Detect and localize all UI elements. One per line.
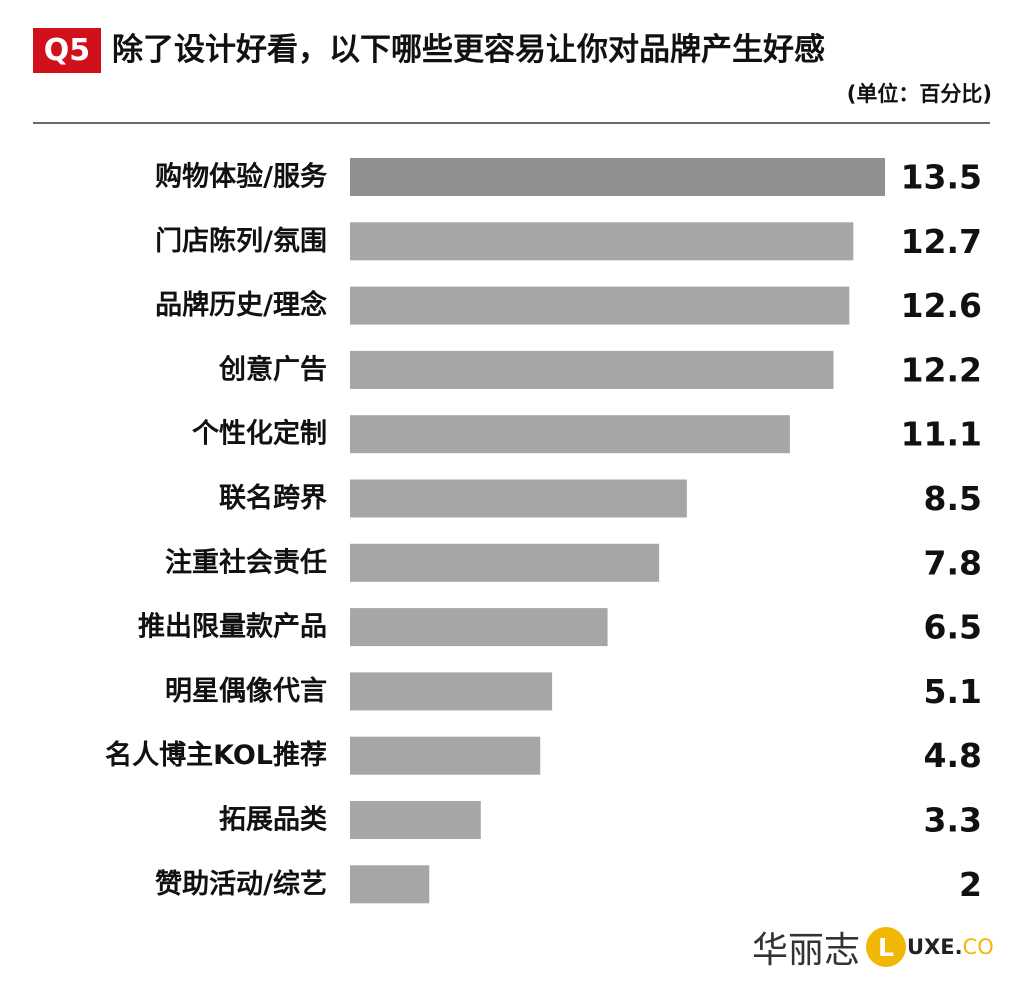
brand-logo: 华丽志 L UXE. CO [752, 922, 994, 972]
value-label: 12.7 [901, 222, 982, 261]
bar [350, 286, 850, 325]
bar [350, 801, 481, 839]
unit-label: (单位：百分比) [846, 82, 992, 106]
value-label: 7.8 [924, 543, 982, 582]
category-label: 注重社会责任 [165, 546, 327, 578]
value-label: 12.2 [901, 350, 982, 389]
category-label: 推出限量款产品 [138, 612, 327, 643]
category-label: 明星偶像代言 [165, 676, 327, 707]
value-label: 12.6 [901, 286, 982, 325]
category-label: 门店陈列/氛围 [155, 225, 327, 257]
category-label: 品牌历史/理念 [155, 289, 327, 321]
header-divider [33, 122, 990, 124]
question-badge: Q5 [33, 28, 101, 73]
brand-dot-icon: L [866, 927, 907, 967]
value-label: 8.5 [924, 479, 982, 518]
value-label: 6.5 [924, 608, 982, 647]
value-label: 2 [959, 865, 982, 904]
brand-latin-name: UXE. [907, 935, 963, 959]
value-label: 13.5 [901, 158, 982, 197]
category-label: 个性化定制 [192, 418, 327, 450]
value-label: 3.3 [924, 801, 982, 840]
bar [350, 415, 790, 454]
category-label: 名人博主KOL推荐 [105, 739, 327, 771]
bar [350, 608, 608, 647]
value-label: 11.1 [901, 415, 982, 454]
value-label: 4.8 [924, 736, 982, 775]
bar [350, 222, 854, 261]
category-label: 拓展品类 [219, 805, 327, 836]
bar [350, 865, 430, 904]
chart-title: 除了设计好看，以下哪些更容易让你对品牌产生好感 [112, 32, 825, 68]
brand-domain: CO [962, 935, 994, 959]
bar [350, 543, 660, 582]
bar [350, 158, 885, 196]
bar [350, 736, 541, 775]
category-label: 购物体验/服务 [155, 161, 327, 193]
category-label: 联名跨界 [219, 482, 327, 514]
bar [350, 672, 553, 711]
category-label: 赞助活动/综艺 [155, 868, 327, 900]
bar [350, 479, 687, 518]
category-label: 创意广告 [218, 353, 327, 385]
value-label: 5.1 [924, 672, 982, 711]
bar [350, 350, 834, 389]
brand-chinese-name: 华丽志 [752, 930, 861, 971]
